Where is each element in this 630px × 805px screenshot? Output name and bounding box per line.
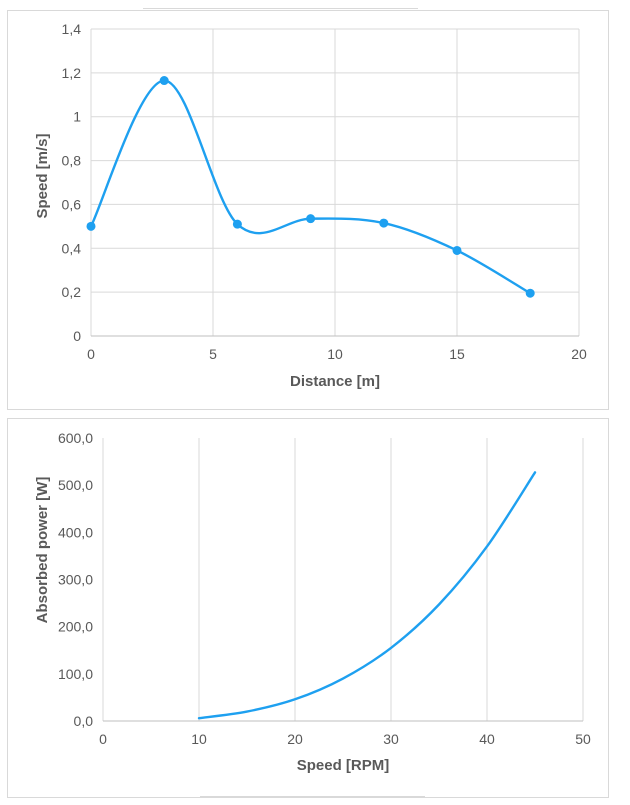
chart2-x-tick-label: 10	[191, 731, 207, 747]
chart1-y-tick-label: 0,6	[62, 196, 82, 212]
chart2-y-tick-label: 0,0	[74, 713, 94, 729]
chart1-data-point	[159, 76, 169, 86]
chart1-data-point	[452, 245, 462, 255]
chart1-y-tick-label: 1,2	[62, 65, 82, 81]
chart2-x-tick-label: 50	[575, 731, 591, 747]
chart1-x-tick-label: 15	[449, 346, 465, 362]
chart1-data-point	[86, 221, 96, 231]
chart2-y-tick-label: 100,0	[58, 666, 93, 682]
speed-distance-chart-panel	[7, 10, 609, 410]
chart2-y-axis-title: Absorbed power [W]	[34, 477, 51, 624]
chart1-x-tick-label: 20	[571, 346, 587, 362]
chart2-y-tick-label: 600,0	[58, 430, 93, 446]
decorative-line	[200, 796, 425, 797]
chart1-y-tick-label: 0,8	[62, 153, 82, 169]
chart1-y-tick-label: 0	[73, 328, 81, 344]
chart1-data-point	[232, 219, 242, 229]
chart1-y-tick-label: 1,4	[62, 21, 82, 37]
chart2-y-tick-label: 300,0	[58, 572, 93, 588]
chart2-x-tick-label: 40	[479, 731, 495, 747]
chart1-x-axis-title: Distance [m]	[290, 373, 380, 390]
chart2-y-tick-label: 200,0	[58, 619, 93, 635]
decorative-line	[143, 8, 418, 9]
chart2-x-tick-label: 20	[287, 731, 303, 747]
chart1-data-point	[306, 214, 316, 224]
chart1-x-tick-label: 10	[327, 346, 343, 362]
chart2-x-axis-title: Speed [RPM]	[297, 757, 390, 774]
chart2-series-line	[197, 471, 537, 720]
chart1-x-tick-label: 5	[209, 346, 217, 362]
chart1-y-axis-title: Speed [m/s]	[34, 133, 51, 218]
chart2-y-tick-label: 400,0	[58, 524, 93, 540]
chart2-y-tick-label: 500,0	[58, 477, 93, 493]
chart1-data-point	[379, 218, 389, 228]
chart1-x-tick-label: 0	[87, 346, 95, 362]
chart1-y-tick-label: 0,2	[62, 284, 82, 300]
chart2-x-tick-label: 0	[99, 731, 107, 747]
chart1-data-point	[525, 288, 535, 298]
chart1-y-tick-label: 1	[73, 109, 81, 125]
chart1-series-line	[89, 79, 532, 295]
chart2-x-tick-label: 30	[383, 731, 399, 747]
power-speed-chart-panel	[7, 418, 609, 798]
chart1-y-tick-label: 0,4	[62, 240, 82, 256]
